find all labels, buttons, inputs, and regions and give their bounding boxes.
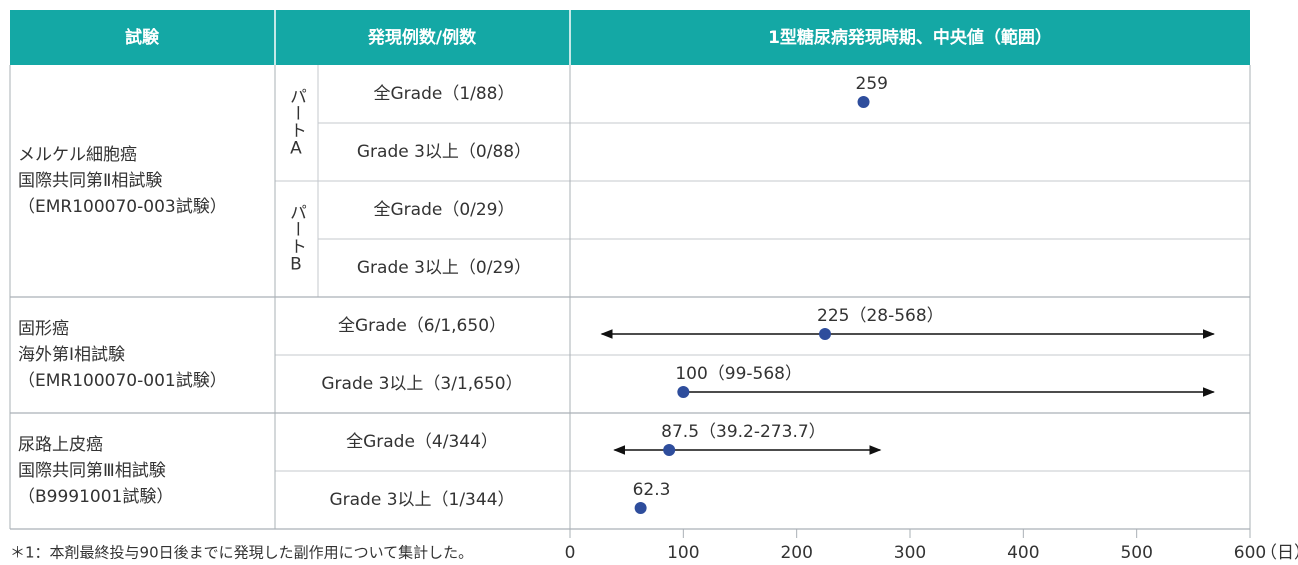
trial-name: 国際共同第Ⅲ相試験 — [18, 461, 166, 481]
row-label: 全Grade（0/29） — [373, 200, 514, 220]
trial-name: （EMR100070-001試験） — [18, 371, 227, 391]
header-cell: 発現例数/例数 — [367, 27, 477, 48]
trial-name: 固形癌 — [18, 319, 69, 339]
value-label: 87.5（39.2-273.7） — [661, 422, 826, 442]
x-unit: （日） — [1260, 543, 1298, 563]
trial-name: メルケル細胞癌 — [18, 145, 137, 165]
x-tick-label: 400 — [1007, 543, 1039, 563]
median-dot — [634, 502, 647, 514]
median-dot — [677, 386, 690, 398]
row-label: 全Grade（6/1,650） — [338, 316, 506, 336]
trial-name: （B9991001試験） — [18, 487, 173, 507]
row-label: Grade 3以上（0/29） — [357, 258, 531, 278]
median-dot — [819, 328, 831, 340]
trial-name: 海外第Ⅰ相試験 — [18, 345, 125, 365]
part-label: パートB — [286, 204, 306, 275]
x-tick-label: 100 — [667, 543, 699, 563]
row-label: 全Grade（4/344） — [346, 432, 498, 452]
value-label: 259 — [856, 74, 888, 94]
part-label: パートA — [286, 88, 306, 159]
median-dot — [857, 96, 870, 108]
x-tick-label: 500 — [1120, 543, 1152, 563]
footnote: ＊1：本剤最終投与90日後までに発現した副作用について集計した。 — [10, 544, 473, 562]
row-label: Grade 3以上（3/1,650） — [321, 374, 522, 394]
trial-name: 国際共同第Ⅱ相試験 — [18, 171, 162, 191]
row-label: Grade 3以上（1/344） — [329, 490, 514, 510]
header-cell: 1型糖尿病発現時期、中央値（範囲） — [768, 27, 1052, 48]
x-tick-label: 200 — [780, 543, 812, 563]
value-label: 225（28-568） — [817, 306, 944, 326]
row-label: Grade 3以上（0/88） — [357, 142, 531, 162]
trial-name: （EMR100070-003試験） — [18, 197, 227, 217]
median-dot — [663, 444, 676, 456]
row-label: 全Grade（1/88） — [373, 84, 514, 104]
header-cell: 試験 — [125, 27, 160, 48]
x-tick-label: 300 — [894, 543, 926, 563]
trial-name: 尿路上皮癌 — [18, 435, 103, 455]
x-tick-label: 0 — [565, 543, 576, 563]
header-bg — [10, 10, 1250, 65]
value-label: 100（99-568） — [675, 364, 802, 384]
x-tick-label: 600 — [1234, 543, 1266, 563]
value-label: 62.3 — [633, 480, 671, 500]
